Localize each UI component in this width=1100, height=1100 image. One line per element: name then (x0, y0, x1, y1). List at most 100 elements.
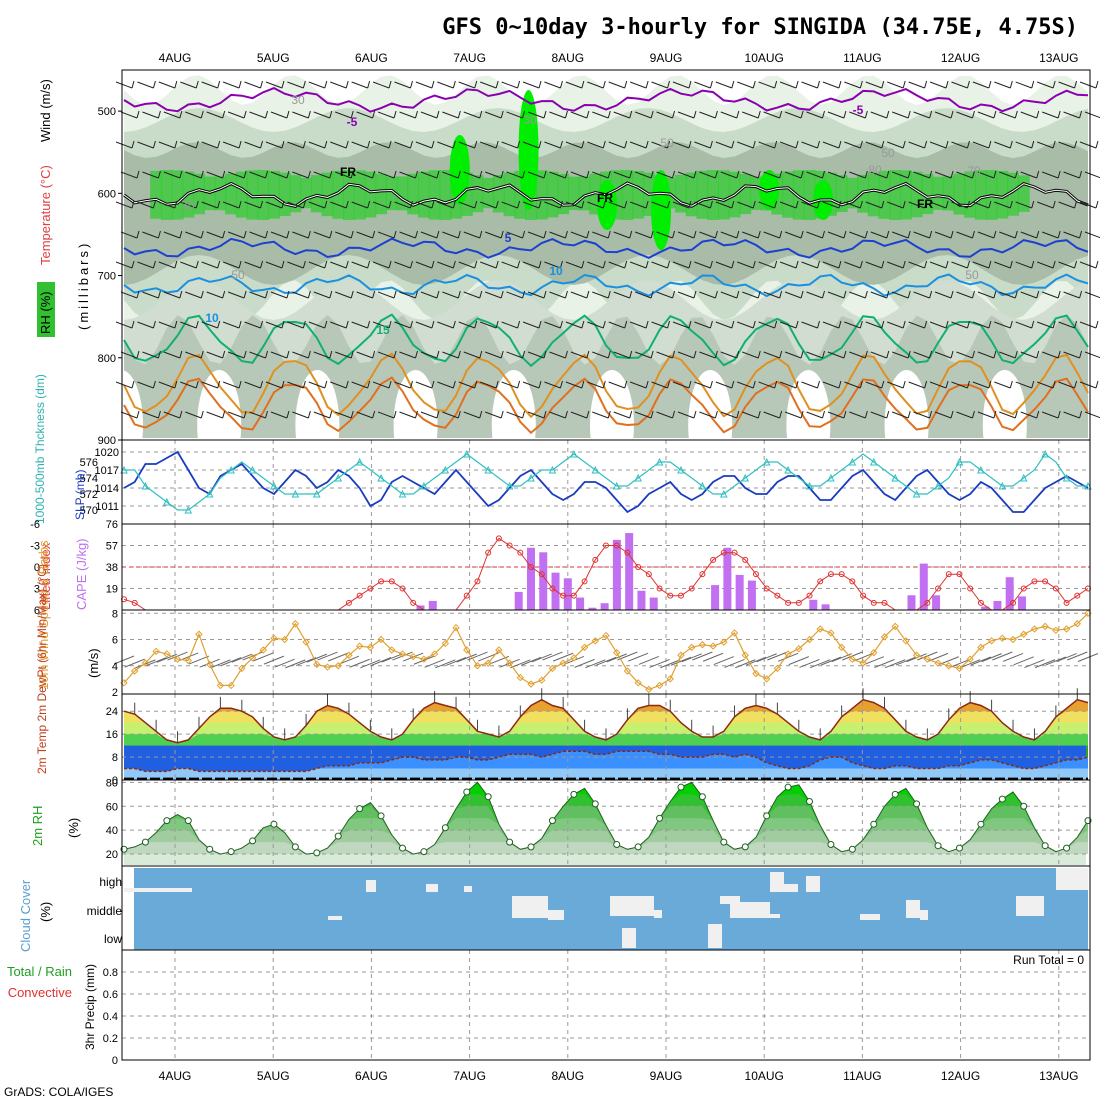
wind-barb (865, 261, 882, 269)
wind-barb (115, 81, 133, 89)
wind-barb (137, 321, 154, 329)
wind-speed-point (891, 622, 899, 631)
wind-barb (737, 321, 754, 329)
wind-barb-flag (474, 320, 478, 329)
wind-barb-flag (709, 140, 713, 149)
wind-barb (1058, 141, 1075, 149)
wind-barb (972, 261, 990, 269)
wind-barb-flag (152, 260, 156, 269)
wind-barb-flag (731, 140, 735, 149)
wind-barb (356, 291, 373, 299)
wind-barb-flag (907, 410, 911, 419)
temp-tick: 16 (106, 729, 118, 741)
wind-barb-flag (645, 140, 649, 149)
rh-cell (557, 173, 570, 215)
wind-barb (870, 411, 887, 419)
date-label: 13AUG (1039, 1069, 1078, 1083)
wind-barb-flag (179, 170, 183, 179)
precip-convective-label: Convective (8, 985, 72, 1000)
wind-barb (994, 141, 1011, 149)
wind-barb (651, 81, 668, 89)
wind-barb (672, 321, 690, 329)
wind-barb-flag (950, 230, 954, 239)
wind-barb-flag (688, 320, 692, 329)
wind-barb-flag (286, 110, 290, 119)
wind-barb-flag (1036, 410, 1040, 419)
wind-barb (270, 111, 288, 119)
wind-barb (565, 261, 583, 269)
wind-barb-flag (586, 170, 590, 179)
wind-barb (592, 411, 609, 419)
wind-barb-flag (393, 350, 397, 359)
wind-speed-point (377, 635, 385, 644)
wind-barb (1079, 81, 1097, 89)
wind-barb-flag (993, 290, 997, 299)
thickness-tick: 570 (80, 505, 98, 517)
wind-barb (1041, 411, 1059, 419)
lifted-index-point (742, 556, 749, 563)
wind-barb-flag (517, 260, 521, 269)
wind-barb-flag (929, 290, 933, 299)
rh-cell (921, 173, 934, 215)
wind-barb-flag (607, 110, 611, 119)
wind-speed-point (709, 642, 717, 650)
wind-barb (180, 201, 197, 209)
wind-barb (1063, 231, 1080, 239)
lifted-index-point (560, 592, 567, 599)
wind-barb (565, 381, 583, 389)
wind-barb-flag (859, 260, 863, 269)
cloud-gap (770, 872, 784, 892)
wind-barb (887, 201, 904, 209)
wind-barb-flag (307, 170, 311, 179)
wind-barb-flag (195, 80, 199, 89)
wind-barb-flag (564, 110, 568, 119)
wind-barb (527, 351, 545, 359)
wind-barb-flag (243, 110, 247, 119)
wind-barb-flag (436, 110, 440, 119)
date-label: 11AUG (843, 51, 881, 65)
wind-barb-flag (217, 380, 221, 389)
rh-cell (899, 170, 912, 220)
wind-barb-flag (179, 290, 183, 299)
wind-barb (115, 321, 133, 329)
wind-barb-flag (795, 260, 799, 269)
wind-barb (287, 261, 304, 269)
wind-barb-flag (260, 380, 264, 389)
wind-barb-flag (179, 410, 183, 419)
contour-10 (123, 273, 1089, 298)
lifted-index-point (924, 599, 931, 606)
wind-barb-flag (929, 230, 933, 239)
wind-barb (694, 141, 711, 149)
wind-barb-flag (1074, 80, 1078, 89)
wind-barb-flag (624, 380, 628, 389)
wind-barb (929, 201, 947, 209)
dew-band (124, 768, 1088, 780)
wind-barb (699, 111, 716, 119)
rh-point (227, 848, 235, 856)
wind-speed-point (463, 646, 471, 654)
cloud-gap (170, 888, 192, 892)
wind-barb (994, 381, 1011, 389)
cloud-gap (920, 910, 928, 920)
wind-tick: 4 (112, 661, 118, 673)
rh-band (124, 842, 1088, 855)
cape-bar (711, 585, 720, 610)
wind-barb (485, 231, 502, 239)
lifted-index-point (763, 585, 770, 592)
rh-point (206, 845, 214, 853)
wind-barb-flag (1079, 170, 1083, 179)
wind-barb (394, 201, 411, 209)
wind-barb (137, 141, 154, 149)
wind-barb (977, 291, 995, 299)
wind-barb (972, 81, 990, 89)
wind-barb (672, 141, 690, 149)
wind-barb-flag (388, 320, 392, 329)
wind-barb-flag (629, 410, 633, 419)
rh-cell (942, 176, 955, 211)
wind-barb (220, 657, 242, 667)
wind-barb (913, 111, 930, 119)
wind-barb-flag (667, 380, 671, 389)
wind-barb (442, 231, 459, 239)
wind-barb-flag (736, 350, 740, 359)
wind-barb (185, 291, 202, 299)
